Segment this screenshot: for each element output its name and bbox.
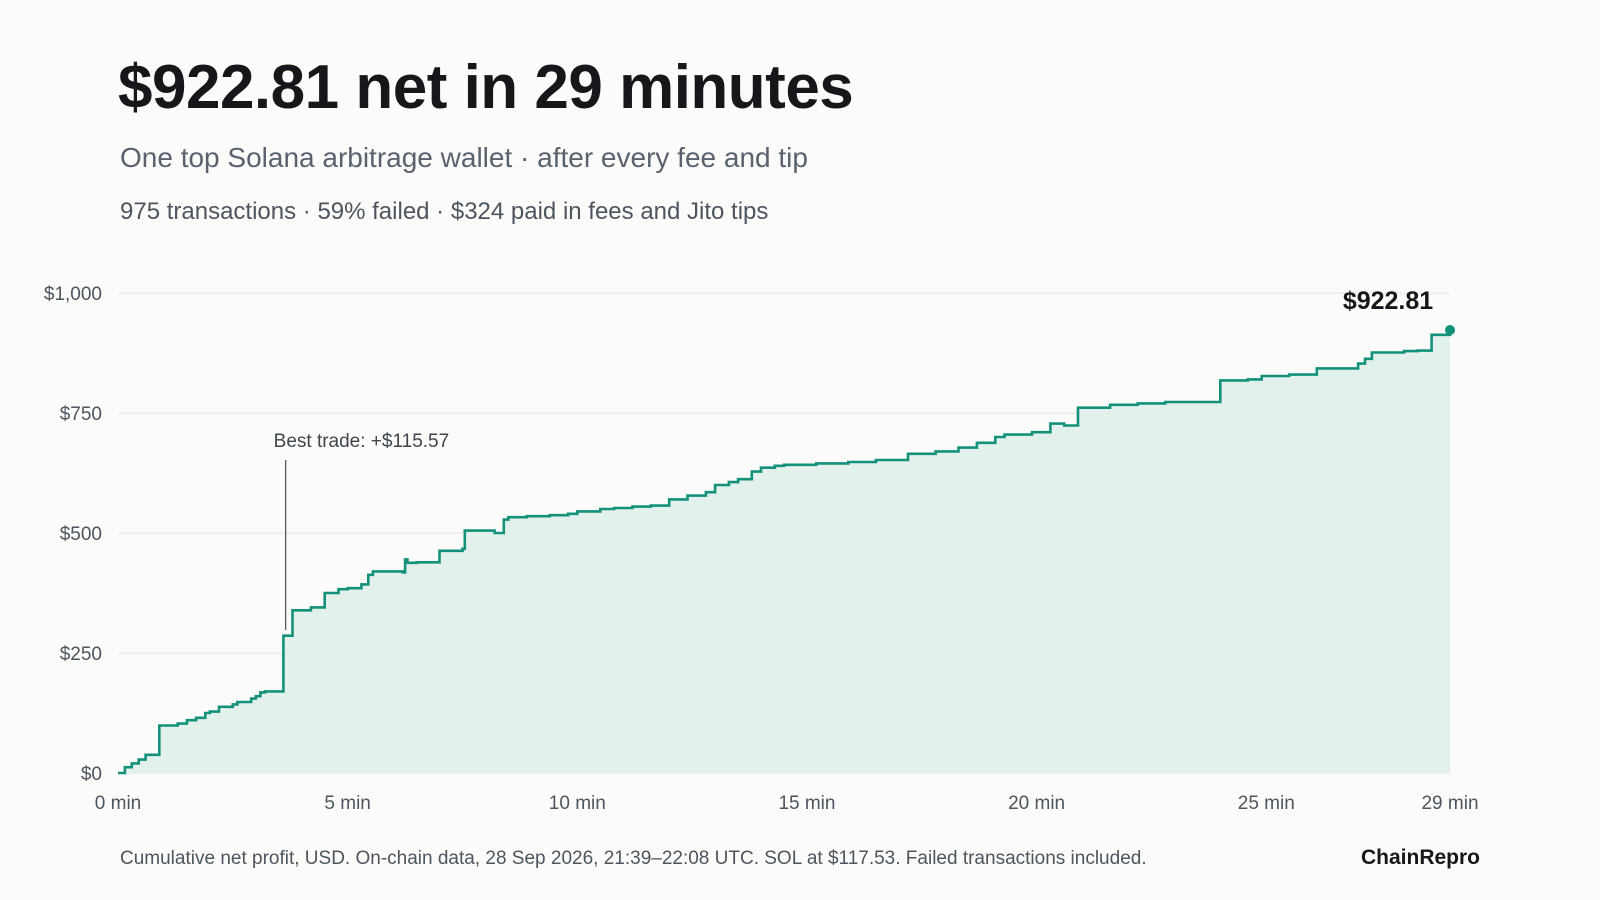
y-tick-label: $250 [60, 644, 102, 665]
profit-area [118, 330, 1450, 773]
x-tick-label: 25 min [1238, 793, 1295, 814]
chart-subtitle: One top Solana arbitrage wallet · after … [120, 142, 808, 173]
profit-line [118, 330, 1452, 775]
source-note: Cumulative net profit, USD. On-chain dat… [120, 848, 1147, 869]
x-tick-label: 10 min [549, 793, 606, 814]
best-trade-label: Best trade: +$115.57 [274, 431, 450, 452]
chart-title: $922.81 net in 29 minutes [118, 53, 854, 122]
brand-logo-text: ChainRepro [1360, 846, 1480, 869]
annotation-layer: Best trade: +$115.57 [274, 431, 450, 630]
y-axis-ticks: $0 $250 $500 $750 $1,000 [44, 284, 102, 785]
line-layer [118, 330, 1452, 775]
y-tick-label: $0 [81, 764, 102, 785]
end-point-dot [1445, 325, 1455, 336]
x-tick-label: 5 min [324, 793, 370, 814]
x-tick-label: 20 min [1008, 793, 1065, 814]
stats-line: 975 transactions · 59% failed · $324 pai… [120, 198, 769, 225]
x-tick-label: 0 min [95, 793, 141, 814]
y-tick-label: $1,000 [44, 284, 102, 305]
y-tick-label: $750 [60, 404, 102, 425]
y-tick-label: $500 [60, 524, 102, 545]
area-layer [118, 330, 1450, 773]
x-tick-label: 29 min [1421, 793, 1478, 814]
x-tick-label: 15 min [778, 793, 835, 814]
x-axis-ticks: 0 min 5 min 10 min 15 min 20 min 25 min 29 min [95, 793, 1479, 814]
end-value-label: $922.81 [1343, 287, 1433, 315]
end-marker-layer: $922.81 [1343, 287, 1455, 336]
